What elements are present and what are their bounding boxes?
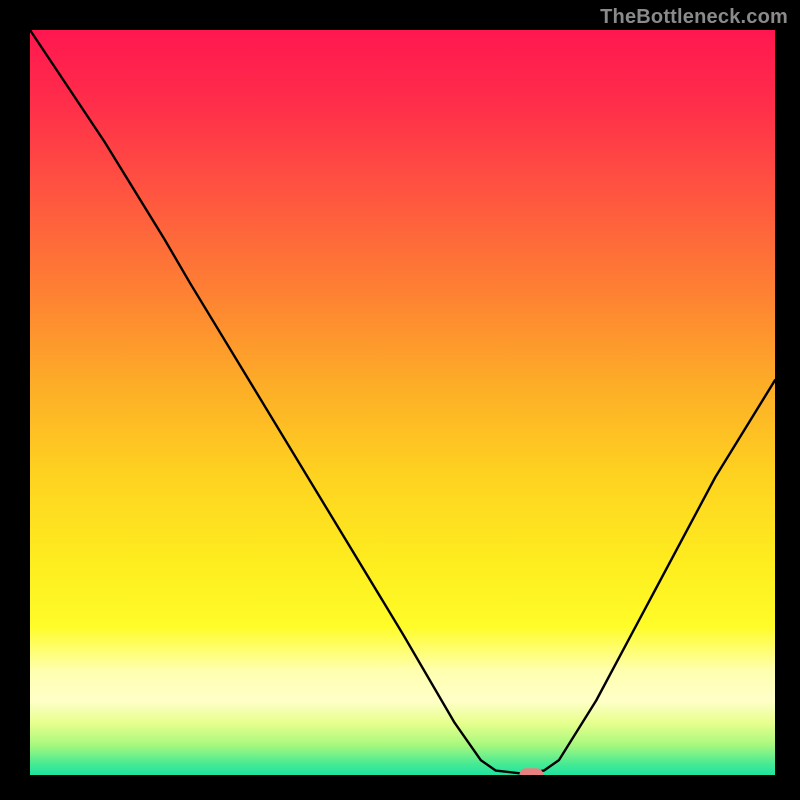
chart-container: TheBottleneck.com <box>0 0 800 800</box>
gradient-background <box>30 30 775 775</box>
bottleneck-chart <box>30 30 775 775</box>
chart-svg <box>30 30 775 775</box>
optimal-marker <box>519 768 543 775</box>
watermark-text: TheBottleneck.com <box>600 6 788 29</box>
